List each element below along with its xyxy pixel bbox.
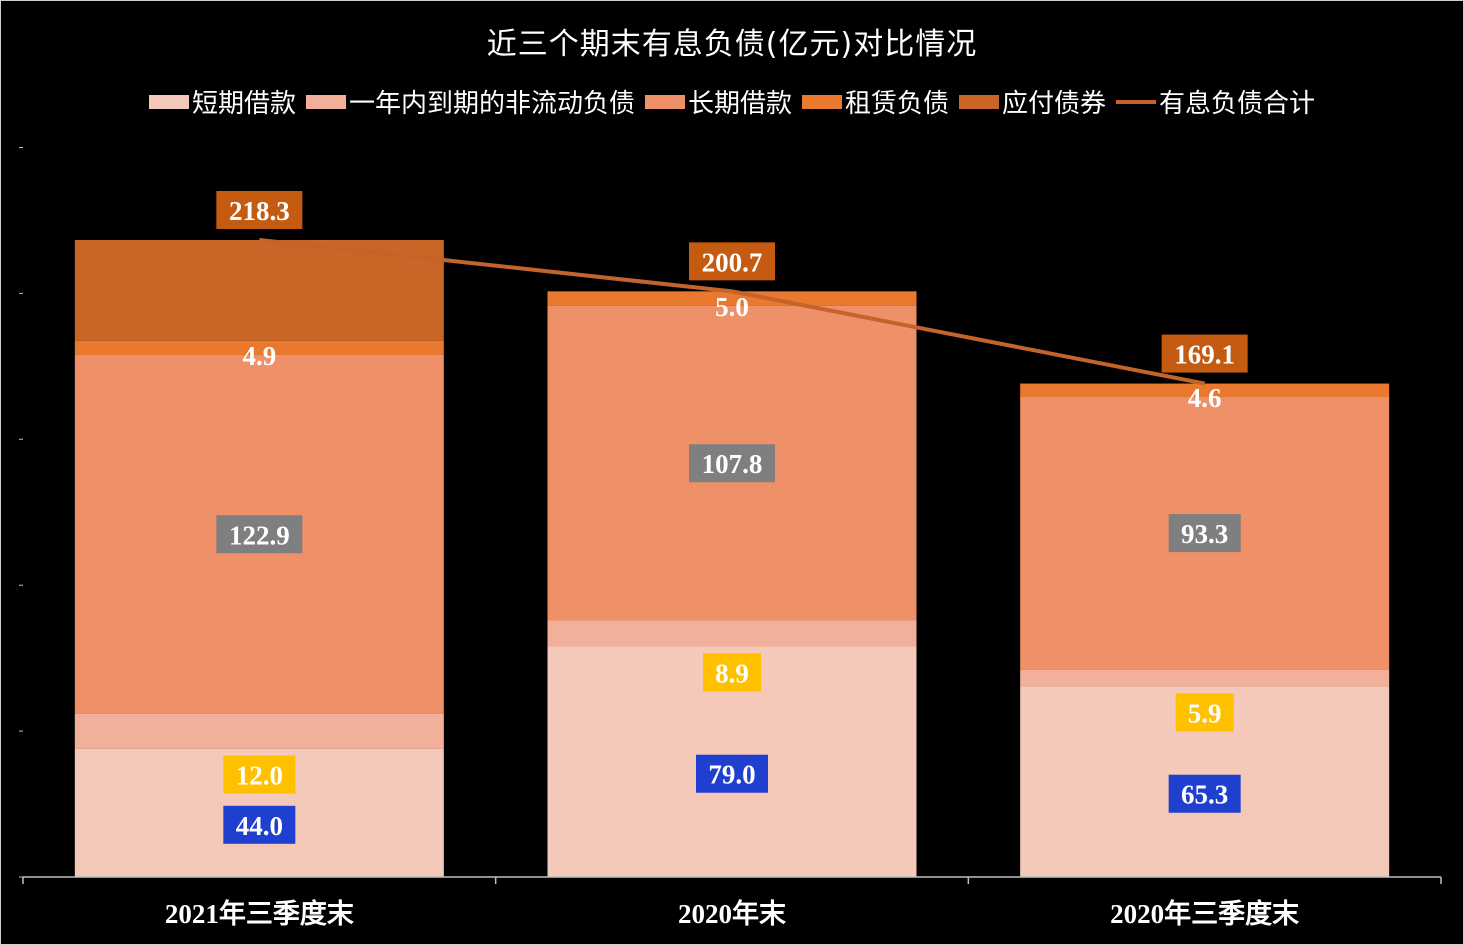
legend-swatch	[959, 94, 1000, 109]
x-tick-label-2: 2020年三季度末	[1110, 898, 1299, 929]
data-label-1-1: 8.9	[715, 658, 749, 688]
data-label-0-1: 12.0	[236, 761, 283, 791]
legend-label: 租赁负债	[845, 89, 950, 119]
data-label-0-1-bg	[223, 755, 296, 794]
data-label-1-0: 79.0	[708, 760, 755, 790]
data-label-2-0: 65.3	[1181, 780, 1228, 810]
data-label-2-1: 5.9	[1188, 698, 1222, 728]
legend-item-4: 应付债券	[959, 83, 1106, 120]
legend-label: 短期借款	[191, 89, 296, 119]
legend-swatch	[148, 94, 189, 109]
legend-item-5: 有息负债合计	[1116, 83, 1315, 120]
chart-title: 近三个期末有息负债(亿元)对比情况	[486, 27, 978, 62]
bar-0-1[interactable]	[74, 713, 444, 749]
total-label-0: 218.3	[229, 196, 290, 226]
bar-0-3[interactable]	[74, 340, 444, 355]
legend-item-1: 一年内到期的非流动负债	[305, 83, 635, 120]
legend-label: 有息负债合计	[1159, 89, 1316, 119]
legend-label: 一年内到期的非流动负债	[348, 89, 635, 119]
legend-swatch	[644, 94, 685, 109]
bar-1-1[interactable]	[547, 620, 917, 647]
total-label-1-bg	[689, 242, 775, 281]
total-label-1: 200.7	[702, 247, 763, 277]
bar-2-3[interactable]	[1020, 383, 1390, 397]
legend-item-2: 长期借款	[644, 83, 792, 120]
data-label-2-2-bg	[1168, 514, 1241, 553]
data-label-1-2-bg	[689, 444, 775, 483]
bar-1-3[interactable]	[547, 291, 917, 306]
legend-item-0: 短期借款	[148, 83, 296, 120]
bar-0-4[interactable]	[74, 240, 444, 341]
data-label-1-0-bg	[696, 754, 768, 793]
data-label-2-3: 4.6	[1188, 383, 1222, 413]
data-label-0-3: 4.9	[242, 341, 276, 371]
data-label-1-1-bg	[703, 653, 761, 692]
data-label-2-0-bg	[1168, 774, 1241, 813]
legend-swatch	[305, 94, 346, 109]
x-tick-label-0: 2021年三季度末	[165, 898, 354, 929]
legend-label: 应付债券	[1002, 89, 1107, 119]
total-line	[259, 238, 1206, 386]
total-label-2-bg	[1161, 334, 1248, 373]
legend-item-3: 租赁负债	[802, 83, 949, 120]
data-label-0-2-bg	[216, 515, 303, 554]
x-tick-label-1: 2020年末	[678, 898, 786, 929]
data-label-0-0: 44.0	[236, 811, 283, 841]
data-label-2-2: 93.3	[1181, 519, 1228, 549]
bar-2-1[interactable]	[1020, 669, 1390, 687]
data-label-1-3: 5.0	[715, 292, 749, 322]
legend-swatch	[802, 94, 842, 109]
legend: 短期借款 一年内到期的非流动负债 长期借款 租赁负债 应付债券 有息负债合计	[1, 83, 1463, 120]
data-label-0-2: 122.9	[229, 520, 290, 550]
data-label-2-1-bg	[1175, 693, 1234, 732]
total-label-2: 169.1	[1174, 340, 1235, 370]
legend-line-marker	[1116, 99, 1157, 104]
total-label-0-bg	[216, 191, 303, 230]
data-label-0-0-bg	[223, 805, 296, 844]
legend-label: 长期借款	[687, 89, 792, 119]
data-label-1-2: 107.8	[702, 449, 763, 479]
